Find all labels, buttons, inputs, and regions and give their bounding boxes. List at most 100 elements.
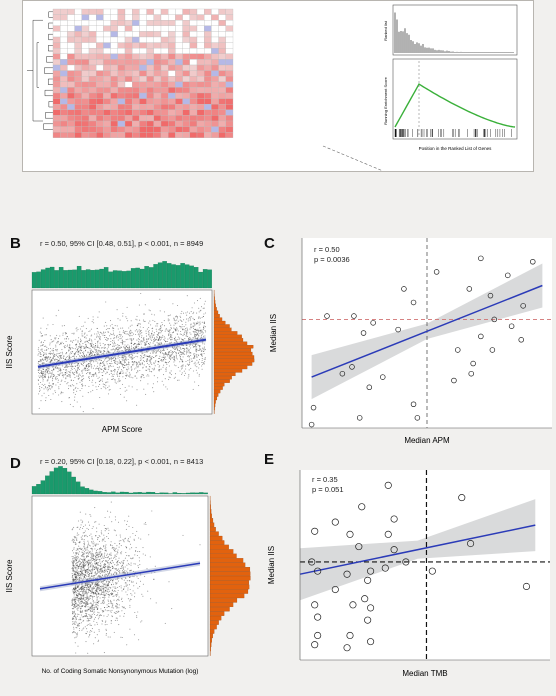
scatter-point — [184, 348, 186, 350]
scatter-point — [46, 346, 48, 348]
scatter-point — [88, 362, 90, 365]
scatter-point — [123, 372, 125, 374]
scatter-point — [89, 338, 91, 340]
scatter-point — [121, 341, 123, 344]
heatmap-cell — [139, 53, 147, 60]
scatter-point — [75, 584, 77, 586]
scatter-point — [110, 372, 112, 374]
scatter-point — [130, 562, 132, 564]
scatter-point — [202, 343, 204, 345]
scatter-point — [78, 559, 80, 561]
scatter-point — [91, 587, 93, 589]
scatter-point — [62, 353, 64, 355]
heatmap-cell — [88, 126, 97, 133]
heatmap-cell — [182, 115, 190, 122]
scatter-point — [193, 311, 195, 313]
scatter-point — [125, 528, 127, 530]
scatter-point — [107, 360, 109, 362]
scatter-point — [133, 348, 136, 350]
scatter-point — [74, 637, 76, 639]
scatter-point — [105, 550, 108, 552]
scatter-point — [120, 552, 122, 554]
scatter-point — [107, 393, 110, 395]
scatter-point — [117, 561, 119, 563]
heatmap-cell — [132, 98, 140, 105]
scatter-point — [81, 380, 83, 382]
scatter-point — [145, 366, 147, 368]
scatter-point — [153, 368, 155, 370]
scatter-point — [100, 379, 102, 381]
scatter-point — [104, 331, 106, 333]
scatter-point — [134, 571, 136, 573]
scatter-point — [186, 353, 188, 355]
scatter-point — [188, 364, 190, 366]
scatter-point — [162, 366, 164, 368]
scatter-point — [79, 541, 81, 543]
scatter-point — [73, 566, 75, 568]
scatter-point — [103, 350, 105, 352]
scatter-point — [52, 323, 54, 326]
scatter-point — [62, 360, 64, 363]
scatter-point — [42, 344, 44, 346]
heatmap-cell — [88, 64, 97, 71]
scatter-point — [90, 359, 92, 361]
scatter-point — [184, 353, 186, 355]
scatter-point — [106, 583, 108, 585]
scatter-point — [107, 369, 109, 371]
scatter-point — [91, 359, 93, 361]
scatter-point — [101, 533, 103, 535]
scatter-point — [160, 342, 162, 344]
scatter-point — [138, 557, 140, 559]
scatter-point — [132, 355, 134, 357]
scatter-point — [153, 349, 155, 351]
heatmap-cell — [96, 8, 104, 15]
scatter-point — [85, 549, 87, 552]
scatter-point — [181, 373, 183, 375]
scatter-point — [103, 652, 105, 654]
scatter-point — [71, 340, 73, 342]
scatter-point — [60, 369, 62, 371]
heatmap-cell — [52, 132, 61, 138]
scatter-point — [68, 385, 70, 387]
panel-a: Ranked list Running Enrichment Score Pos… — [22, 0, 534, 172]
scatter-point — [91, 355, 93, 357]
scatter-point — [122, 370, 124, 372]
scatter-point — [94, 544, 96, 546]
scatter-point — [186, 327, 188, 329]
heatmap-cell — [196, 92, 205, 99]
scatter-point — [99, 331, 101, 333]
scatter-point — [168, 335, 170, 337]
heatmap-cell — [103, 8, 111, 15]
top-histogram-bar — [71, 476, 76, 495]
scatter-point — [179, 345, 181, 347]
heatmap-cell — [132, 42, 140, 49]
scatter-point — [42, 363, 44, 365]
scatter-point — [117, 521, 120, 523]
scatter-point — [74, 352, 77, 354]
dendrogram-branch — [44, 67, 53, 74]
scatter-point — [96, 346, 98, 349]
scatter-point — [55, 367, 57, 370]
scatter-point — [82, 553, 84, 555]
scatter-point — [76, 532, 78, 534]
scatter-point — [95, 578, 97, 580]
top-histogram-bar — [185, 492, 191, 495]
scatter-point — [39, 369, 41, 371]
scatter-point — [84, 346, 86, 348]
right-histogram-bar — [209, 531, 219, 536]
heatmap-cell — [160, 53, 169, 60]
heatmap-cell — [160, 25, 169, 32]
scatter-point — [132, 358, 134, 360]
scatter-point — [149, 360, 151, 362]
scatter-point — [95, 549, 98, 551]
scatter-point — [97, 316, 99, 318]
scatter-point — [110, 338, 112, 340]
scatter-point — [88, 636, 90, 638]
heatmap-cell — [139, 115, 147, 122]
scatter-point — [141, 374, 143, 376]
scatter-point — [84, 562, 86, 564]
scatter-point — [66, 336, 68, 338]
scatter-point — [176, 348, 178, 350]
scatter-point — [203, 363, 205, 365]
scatter-point — [82, 352, 85, 354]
